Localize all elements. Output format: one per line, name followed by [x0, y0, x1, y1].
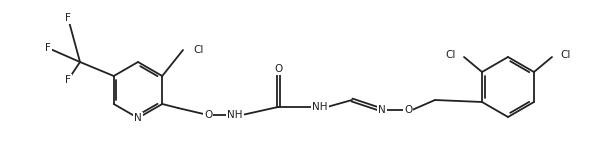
Text: N: N: [134, 113, 142, 123]
Text: Cl: Cl: [193, 45, 203, 55]
Text: Cl: Cl: [446, 50, 456, 60]
Text: NH: NH: [313, 102, 328, 112]
Text: F: F: [65, 75, 71, 85]
Text: O: O: [274, 64, 282, 74]
Text: N: N: [378, 105, 386, 115]
Text: NH: NH: [227, 110, 243, 120]
Text: F: F: [45, 43, 51, 53]
Text: O: O: [204, 110, 212, 120]
Text: Cl: Cl: [560, 50, 570, 60]
Text: O: O: [404, 105, 412, 115]
Text: F: F: [65, 13, 71, 23]
